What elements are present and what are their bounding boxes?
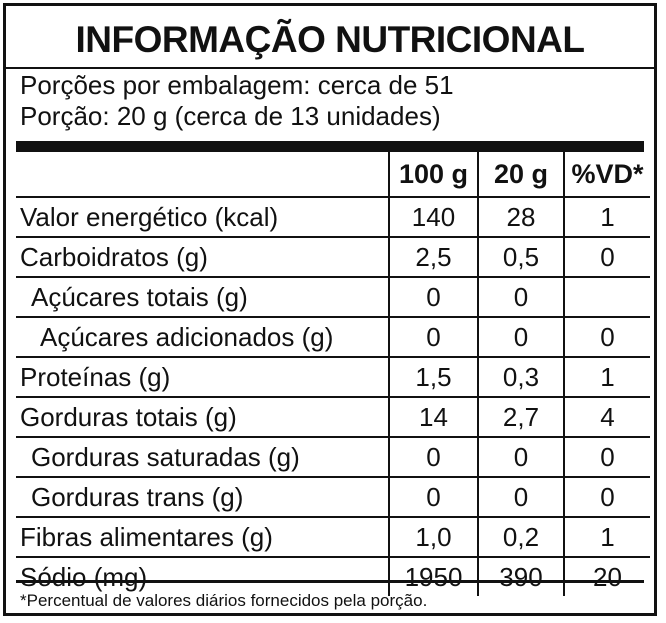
value-per-portion: 0,2 [477,517,564,558]
value-per-100g: 140 [388,197,478,238]
value-daily-percent: 1 [563,197,650,238]
value-per-portion: 390 [477,557,564,596]
nutrient-name: Sódio (mg) [20,561,148,592]
nutrient-name: Gorduras totais (g) [16,397,389,438]
table-row: Sódio (mg) 1950 390 20 [16,557,650,596]
nutrient-name: Fibras alimentares (g) [16,517,389,558]
value-daily-percent: 4 [563,397,650,438]
value-per-portion: 0,5 [477,237,564,278]
footnote: *Percentual de valores diários fornecido… [20,591,428,610]
nutrient-name: Gorduras saturadas (g) [16,437,389,478]
value-per-100g: 0 [388,437,478,478]
value-daily-percent [563,277,650,318]
bottom-divider [16,580,644,583]
header-daily-value: %VD* [563,152,650,198]
table-row: Proteínas (g) 1,5 0,3 1 [16,357,650,398]
nutrient-name: Gorduras trans (g) [16,477,389,518]
value-per-100g: 1,5 [388,357,478,398]
table-row: Açúcares adicionados (g) 0 0 0 [16,317,650,358]
label-title: INFORMAÇÃO NUTRICIONAL [75,19,585,60]
header-nutrient [16,152,389,198]
value-per-100g: 0 [388,477,478,518]
value-per-portion: 0 [477,437,564,478]
value-per-portion: 28 [477,197,564,238]
value-daily-percent: 20 [563,557,650,596]
value-per-portion: 2,7 [477,397,564,438]
nutrient-name: Proteínas (g) [16,357,389,398]
table-row: Gorduras saturadas (g) 0 0 0 [16,437,650,478]
table-row: Valor energético (kcal) 140 28 1 [16,197,650,238]
portion-size: Porção: 20 g (cerca de 13 unidades) [20,101,441,131]
thick-divider [16,141,644,152]
table-row: Fibras alimentares (g) 1,0 0,2 1 [16,517,650,558]
header-per-100g: 100 g [388,152,478,198]
table-row: Açúcares totais (g) 0 0 [16,277,650,318]
nutrient-name: Açúcares totais (g) [16,277,389,318]
value-daily-percent: 0 [563,437,650,478]
value-per-100g: 1,0 [388,517,478,558]
value-daily-percent: 1 [563,357,650,398]
value-daily-percent: 0 [563,237,650,278]
value-per-100g: 0 [388,317,478,358]
nutrient-name: Carboidratos (g) [16,237,389,278]
table-row: Gorduras totais (g) 14 2,7 4 [16,397,650,438]
header-per-portion: 20 g [477,152,564,198]
value-per-portion: 0 [477,477,564,518]
value-daily-percent: 0 [563,477,650,518]
value-per-portion: 0,3 [477,357,564,398]
value-per-100g: 1950 [388,557,478,596]
value-per-portion: 0 [477,317,564,358]
value-daily-percent: 0 [563,317,650,358]
value-per-portion: 0 [477,277,564,318]
table-row: Gorduras trans (g) 0 0 0 [16,477,650,518]
nutrition-label: INFORMAÇÃO NUTRICIONAL Porções por embal… [3,3,657,616]
servings-per-package: Porções por embalagem: cerca de 51 [20,70,454,100]
value-per-100g: 0 [388,277,478,318]
nutrient-name: Açúcares adicionados (g) [16,317,389,358]
value-daily-percent: 1 [563,517,650,558]
table-row: Carboidratos (g) 2,5 0,5 0 [16,237,650,278]
value-per-100g: 2,5 [388,237,478,278]
nutrition-table: 100 g 20 g %VD* Valor energético (kcal) 1… [16,152,650,596]
value-per-100g: 14 [388,397,478,438]
nutrient-name: Valor energético (kcal) [16,197,389,238]
title-divider [6,67,654,69]
table-header-row: 100 g 20 g %VD* [16,152,650,198]
